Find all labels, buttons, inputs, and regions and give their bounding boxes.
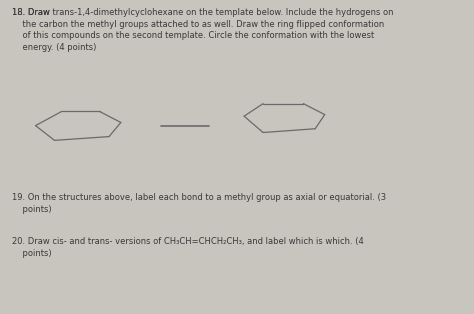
- Text: 18. Draw trans-1,4-dimethylcyclohexane on the template below. Include the hydrog: 18. Draw trans-1,4-dimethylcyclohexane o…: [12, 8, 393, 52]
- Text: 18. Draw: 18. Draw: [12, 8, 52, 17]
- Text: 20. Draw cis- and trans- versions of CH₃CH=CHCH₂CH₃, and label which is which. (: 20. Draw cis- and trans- versions of CH₃…: [12, 237, 364, 258]
- Text: 19. On the structures above, label each bond to a methyl group as axial or equat: 19. On the structures above, label each …: [12, 193, 386, 214]
